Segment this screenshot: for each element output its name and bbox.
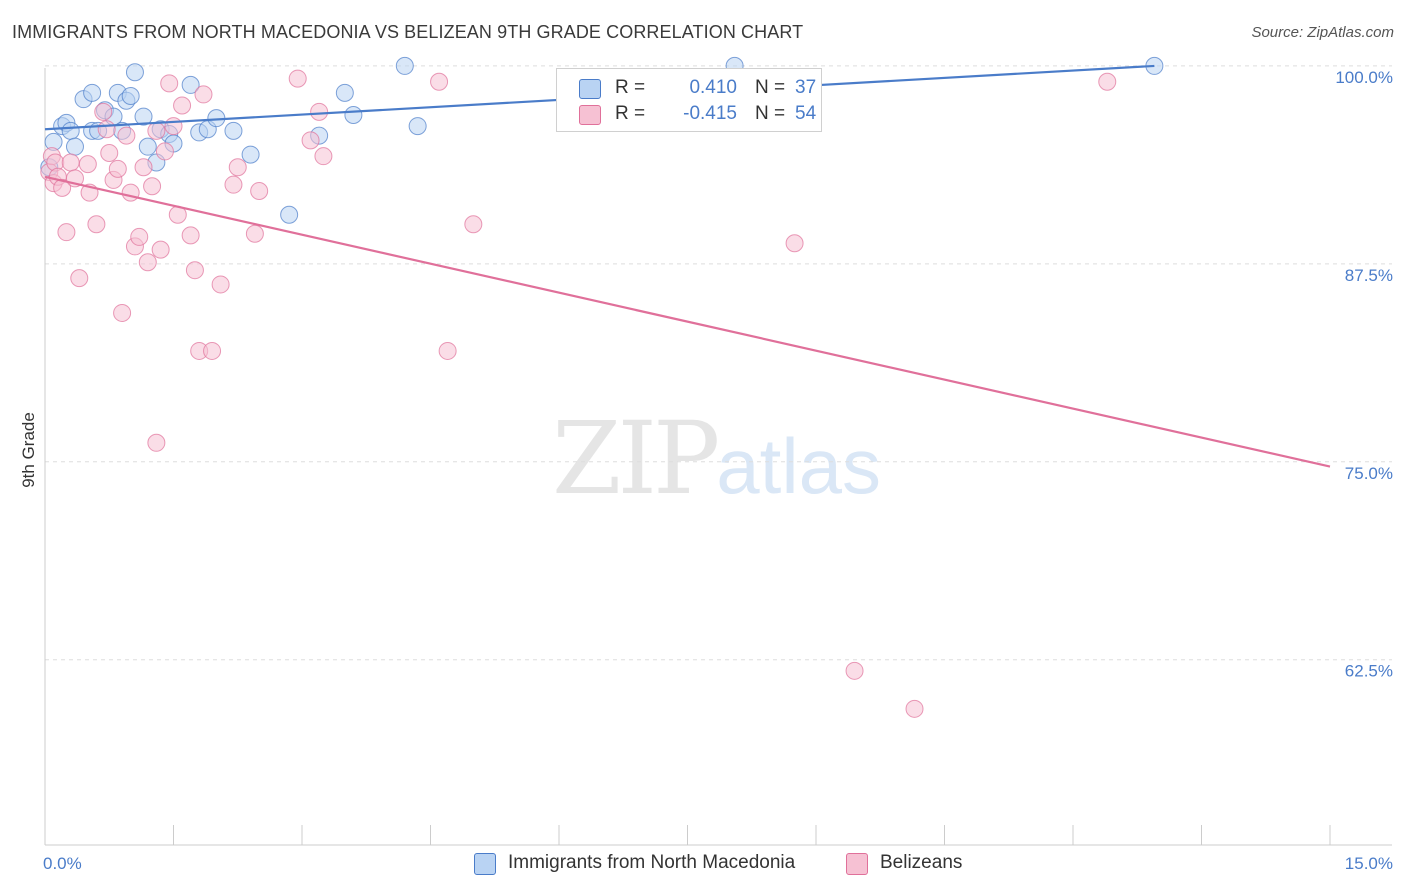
belizean-point — [78, 155, 97, 174]
belizean-point — [155, 142, 174, 161]
macedonia-point — [395, 56, 414, 75]
r-label: R = — [615, 103, 646, 124]
belizean-point — [61, 153, 80, 172]
belizean-point — [57, 223, 76, 242]
macedonia-point — [280, 205, 299, 224]
stats-legend: R = 0.410 N = 37 R = -0.415 N = 54 — [556, 68, 822, 132]
legend-swatch-macedonia — [474, 853, 496, 875]
n-value: 54 — [795, 103, 817, 124]
belizean-point — [228, 158, 247, 177]
belizean-point — [314, 147, 333, 166]
belizean-point — [845, 661, 864, 680]
grid-lines — [45, 65, 1392, 661]
belizean-point — [224, 175, 243, 194]
macedonia-point — [138, 137, 157, 156]
belizean-point — [147, 433, 166, 452]
axes — [44, 68, 1392, 846]
legend-label-macedonia: Immigrants from North Macedonia — [508, 852, 796, 873]
macedonia-point — [65, 137, 84, 156]
x-tick-label: 0.0% — [43, 854, 82, 873]
belizean-point — [301, 131, 320, 150]
belizean-point — [288, 69, 307, 88]
r-label: R = — [615, 77, 646, 98]
belizean-point — [464, 215, 483, 234]
legend-label-belizeans: Belizeans — [880, 852, 963, 873]
source-label: Source: ZipAtlas.com — [1251, 24, 1394, 41]
belizean-point — [430, 72, 449, 91]
legend-swatch-belizeans — [846, 853, 868, 875]
r-value: -0.415 — [683, 103, 737, 124]
legend-swatch-macedonia — [579, 79, 601, 99]
belizean-point — [143, 177, 162, 196]
y-axis-label: 9th Grade — [19, 412, 38, 488]
belizean-point — [130, 227, 149, 246]
belizean-point — [181, 226, 200, 245]
belizean-point — [250, 182, 269, 201]
belizean-point — [438, 341, 457, 360]
belizean-point — [245, 224, 264, 243]
belizean-point — [134, 158, 153, 177]
belizean-point — [94, 102, 113, 121]
y-tick-label: 87.5% — [1345, 266, 1393, 285]
belizean-point — [117, 126, 136, 145]
belizean-point — [194, 85, 213, 104]
belizean-point — [785, 234, 804, 253]
belizean-point — [87, 215, 106, 234]
belizean-point — [100, 144, 119, 163]
watermark-zip: ZIP — [552, 400, 720, 517]
macedonia-point — [125, 63, 144, 82]
belizean-point — [905, 699, 924, 718]
x-tick-label: 15.0% — [1345, 854, 1393, 873]
belizean-point — [151, 240, 170, 259]
belizean-point — [97, 120, 116, 139]
belizean-point — [138, 253, 157, 272]
y-tick-label: 62.5% — [1345, 662, 1393, 681]
belizean-point — [1098, 72, 1117, 91]
belizean-point — [108, 159, 127, 178]
belizean-point — [70, 269, 89, 288]
belizean-point — [113, 303, 132, 322]
belizean-point — [211, 275, 230, 294]
belizean-point — [164, 117, 183, 136]
belizean-point — [310, 102, 329, 121]
macedonia-point — [61, 121, 80, 140]
belizean-point — [185, 261, 204, 280]
macedonia-point — [224, 121, 243, 140]
macedonia-point — [344, 106, 363, 125]
belizean-point — [147, 121, 166, 140]
watermark-atlas: atlas — [716, 422, 882, 510]
macedonia-point — [134, 107, 153, 126]
r-value: 0.410 — [689, 77, 737, 98]
legend-swatch-belizeans — [579, 105, 601, 125]
n-label: N = — [755, 77, 786, 98]
tick-labels: 100.0% 87.5% 75.0% 62.5% 0.0% 15.0% — [43, 68, 1393, 873]
macedonia-point — [121, 87, 140, 106]
belizean-point — [203, 341, 222, 360]
macedonia-point — [335, 83, 354, 102]
n-value: 37 — [795, 77, 817, 98]
belizean-point — [173, 96, 192, 115]
chart-title: IMMIGRANTS FROM NORTH MACEDONIA VS BELIZ… — [12, 22, 804, 42]
y-tick-label: 75.0% — [1345, 464, 1393, 483]
belizean-trend-line — [44, 175, 1331, 468]
y-tick-label: 100.0% — [1335, 68, 1393, 87]
macedonia-point — [181, 75, 200, 94]
macedonia-point — [408, 117, 427, 136]
belizean-point — [160, 74, 179, 93]
belizean-point — [53, 178, 72, 197]
data-points — [40, 56, 1164, 718]
macedonia-point — [241, 145, 260, 164]
n-label: N = — [755, 103, 786, 124]
macedonia-point — [83, 83, 102, 102]
watermark: ZIPatlas — [552, 400, 881, 517]
